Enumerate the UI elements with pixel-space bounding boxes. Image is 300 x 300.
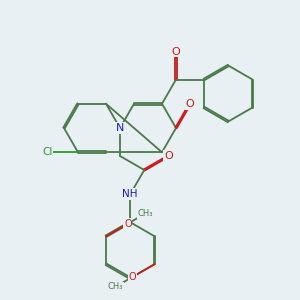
Text: N: N [116, 123, 124, 133]
Text: O: O [124, 219, 132, 229]
Text: O: O [164, 151, 173, 161]
Text: NH: NH [122, 189, 138, 199]
Text: CH₃: CH₃ [137, 209, 152, 218]
Text: O: O [129, 272, 136, 282]
Text: O: O [172, 46, 180, 56]
Text: O: O [186, 99, 194, 109]
Text: Cl: Cl [42, 147, 52, 157]
Text: CH₃: CH₃ [108, 282, 123, 291]
